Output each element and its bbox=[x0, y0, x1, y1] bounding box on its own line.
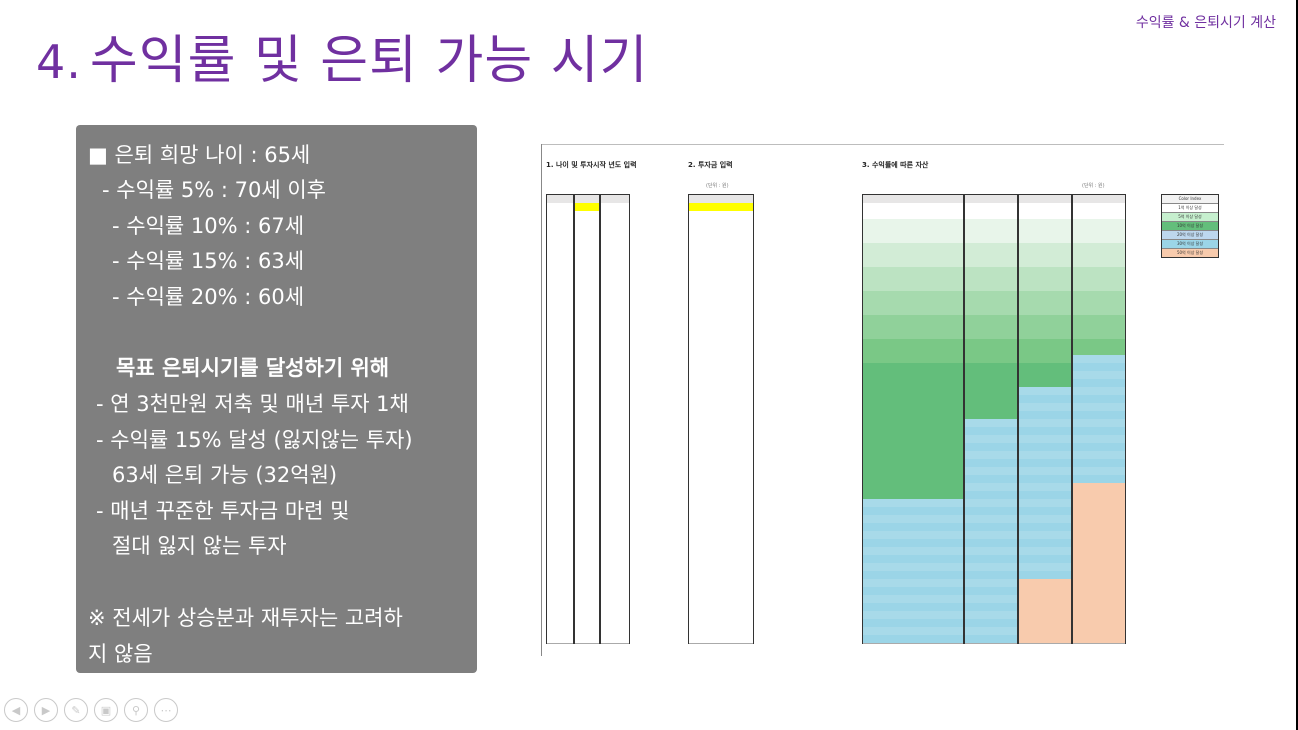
next-icon[interactable]: ▶ bbox=[34, 698, 58, 722]
title-number: 4. bbox=[36, 35, 82, 89]
sheet-row bbox=[547, 635, 573, 644]
sheet-section-3: 3. 수익률에 따른 자산 bbox=[862, 161, 929, 169]
summary-panel: ■ 은퇴 희망 나이 : 65세 - 수익률 5% : 70세 이후 - 수익률… bbox=[76, 125, 477, 673]
sheet-row bbox=[689, 635, 753, 644]
note-line-1: ※ 전세가 상승분과 재투자는 고려하 bbox=[88, 606, 403, 630]
sheet-row bbox=[965, 635, 1017, 644]
sheet-row bbox=[601, 635, 629, 644]
sheet-column-order bbox=[546, 194, 574, 644]
sheet-column-year bbox=[600, 194, 630, 644]
goal-line-2: - 수익률 15% 달성 (잃지않는 투자) bbox=[96, 428, 413, 452]
rate-20-line: - 수익률 20% : 60세 bbox=[112, 285, 305, 309]
sheet-column-rate-20 bbox=[1072, 194, 1126, 644]
legend-item-6: 50억 이상 달성 bbox=[1162, 249, 1218, 257]
legend-title: Color Index bbox=[1162, 195, 1218, 204]
slides-icon[interactable]: ▣ bbox=[94, 698, 118, 722]
slide-topic: 수익률 & 은퇴시기 계산 bbox=[1135, 15, 1276, 31]
legend-item-5: 30억 이상 달성 bbox=[1162, 240, 1218, 249]
spreadsheet-image: 1. 나이 및 투자시작 년도 입력 2. 투자금 입력 3. 수익률에 따른 … bbox=[541, 144, 1224, 656]
pen-icon[interactable]: ✎ bbox=[64, 698, 88, 722]
sheet-section-2: 2. 투자금 입력 bbox=[688, 161, 733, 169]
legend-item-3: 10억 이상 달성 bbox=[1162, 222, 1218, 231]
slideshow-toolbar: ◀ ▶ ✎ ▣ ⚲ ⋯ bbox=[4, 698, 178, 722]
window-edge bbox=[1296, 0, 1298, 730]
sheet-column-rate-10 bbox=[964, 194, 1018, 644]
prev-icon[interactable]: ◀ bbox=[4, 698, 28, 722]
sheet-column-age bbox=[574, 194, 600, 644]
goal-line-4: - 매년 꾸준한 투자금 마련 및 bbox=[96, 499, 350, 523]
legend-item-4: 20억 이상 달성 bbox=[1162, 231, 1218, 240]
sheet-column-rate-15 bbox=[1018, 194, 1072, 644]
sheet-section-1: 1. 나이 및 투자시작 년도 입력 bbox=[546, 161, 637, 169]
rate-5-line: - 수익률 5% : 70세 이후 bbox=[102, 178, 326, 202]
legend-item-2: 5억 이상 달성 bbox=[1162, 213, 1218, 222]
note-line-2: 지 않음 bbox=[88, 642, 153, 666]
slide-title: 4. 수익률 및 은퇴 가능 시기 bbox=[36, 18, 648, 93]
rate-10-line: - 수익률 10% : 67세 bbox=[112, 214, 305, 238]
goal-heading: 목표 은퇴시기를 달성하기 위해 bbox=[116, 356, 390, 380]
zoom-icon[interactable]: ⚲ bbox=[124, 698, 148, 722]
legend-item-1: 1억 이상 달성 bbox=[1162, 204, 1218, 213]
retire-age-line: ■ 은퇴 희망 나이 : 65세 bbox=[88, 143, 311, 167]
goal-line-5: 절대 잃지 않는 투자 bbox=[112, 534, 287, 558]
color-index-legend: Color Index 1억 이상 달성 5억 이상 달성 10억 이상 달성 … bbox=[1161, 194, 1219, 258]
sheet-unit-left: (단위 : 원) bbox=[706, 183, 729, 189]
sheet-row bbox=[575, 635, 599, 644]
sheet-row bbox=[863, 635, 963, 644]
rate-15-line: - 수익률 15% : 63세 bbox=[112, 249, 305, 273]
goal-line-3: 63세 은퇴 가능 (32억원) bbox=[112, 463, 338, 487]
more-icon[interactable]: ⋯ bbox=[154, 698, 178, 722]
sheet-column-invest bbox=[688, 194, 754, 644]
sheet-column-rate-5 bbox=[862, 194, 964, 644]
title-text: 수익률 및 은퇴 가능 시기 bbox=[89, 31, 649, 91]
sheet-top-line bbox=[542, 144, 1224, 145]
sheet-row bbox=[1073, 635, 1125, 644]
goal-line-1: - 연 3천만원 저축 및 매년 투자 1채 bbox=[96, 392, 409, 416]
sheet-row bbox=[1019, 635, 1071, 644]
sheet-unit-right: (단위 : 원) bbox=[1082, 183, 1105, 189]
